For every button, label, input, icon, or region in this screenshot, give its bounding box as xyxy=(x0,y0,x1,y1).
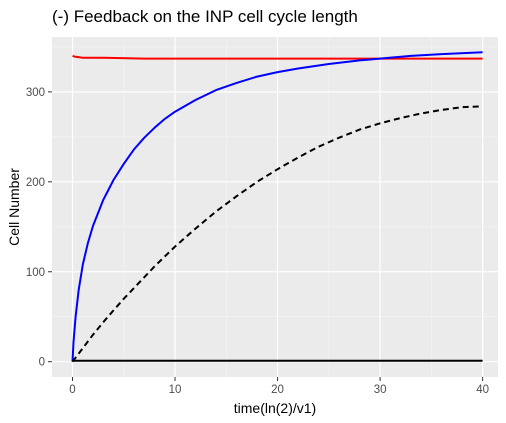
x-tick-label: 0 xyxy=(69,384,75,396)
x-tick-label: 10 xyxy=(169,384,182,396)
x-tick-label: 30 xyxy=(374,384,387,396)
axis-ticks: 0 10 20 30 40 0 100 200 300 xyxy=(26,87,489,396)
y-tick-label: 300 xyxy=(26,87,45,99)
series-line-1 xyxy=(72,54,483,60)
x-axis-title: time(ln(2)/v1) xyxy=(234,400,316,416)
chart-title: (-) Feedback on the INP cell cycle lengt… xyxy=(52,7,358,26)
y-axis-title: Cell Number xyxy=(6,168,22,246)
y-tick-label: 200 xyxy=(26,177,45,189)
x-tick-label: 40 xyxy=(476,384,489,396)
series-line-2 xyxy=(71,51,483,362)
y-tick-label: 100 xyxy=(26,267,45,279)
x-tick-label: 20 xyxy=(271,384,284,396)
y-tick-label: 0 xyxy=(39,357,45,369)
plot-panel xyxy=(52,37,498,377)
series-line-3 xyxy=(71,105,483,363)
series-layer xyxy=(71,51,483,363)
minor-grid xyxy=(52,37,498,377)
